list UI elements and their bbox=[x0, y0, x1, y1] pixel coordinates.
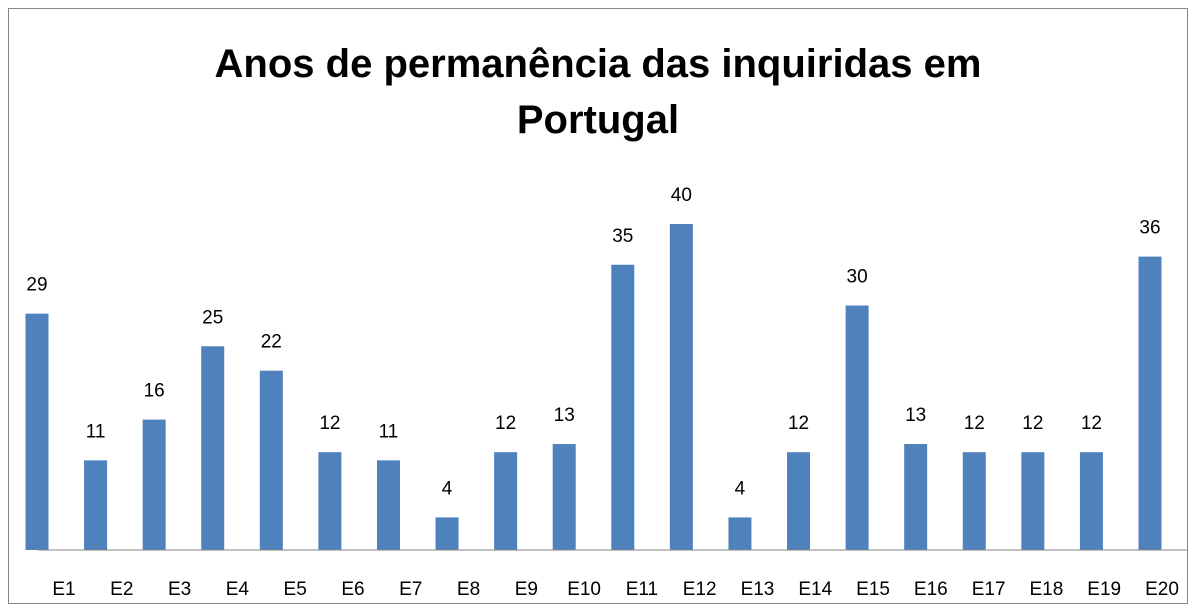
bar bbox=[201, 346, 225, 550]
bar bbox=[962, 452, 986, 550]
x-tick-label: E12 bbox=[683, 579, 717, 600]
bar bbox=[84, 460, 108, 550]
value-label: 11 bbox=[379, 421, 399, 442]
chart-frame bbox=[8, 8, 1188, 604]
value-label: 12 bbox=[319, 413, 340, 434]
x-tick-label: E10 bbox=[567, 579, 601, 600]
x-tick-label: E7 bbox=[399, 579, 422, 600]
value-label: 12 bbox=[1022, 413, 1043, 434]
x-tick-label: E3 bbox=[168, 579, 191, 600]
x-tick-label: E15 bbox=[856, 579, 890, 600]
x-tick-label: E17 bbox=[972, 579, 1006, 600]
value-label: 12 bbox=[1081, 413, 1102, 434]
value-label: 12 bbox=[788, 413, 809, 434]
x-tick-label: E20 bbox=[1145, 579, 1179, 600]
x-tick-label: E6 bbox=[341, 579, 364, 600]
value-label: 40 bbox=[671, 185, 692, 206]
bar bbox=[1079, 452, 1103, 550]
value-label: 29 bbox=[26, 275, 47, 296]
x-tick-label: E4 bbox=[226, 579, 250, 600]
x-tick-label: E2 bbox=[110, 579, 133, 600]
x-tick-label: E14 bbox=[798, 579, 832, 600]
bar bbox=[259, 370, 283, 550]
value-label: 25 bbox=[202, 307, 223, 328]
value-label: 22 bbox=[261, 332, 282, 353]
x-tick-label: E18 bbox=[1030, 579, 1064, 600]
bar bbox=[142, 419, 166, 550]
value-label: 13 bbox=[554, 405, 575, 426]
bar bbox=[552, 444, 576, 550]
x-tick-label: E9 bbox=[515, 579, 538, 600]
value-label: 36 bbox=[1139, 218, 1160, 239]
chart-title: Anos de permanência das inquiridas em Po… bbox=[214, 42, 982, 142]
x-tick-label: E1 bbox=[52, 579, 75, 600]
bar bbox=[1138, 256, 1162, 550]
value-label: 4 bbox=[735, 478, 746, 499]
bar bbox=[494, 452, 518, 550]
bar bbox=[1021, 452, 1045, 550]
bar bbox=[845, 305, 869, 550]
bar bbox=[435, 517, 459, 550]
bar bbox=[728, 517, 752, 550]
value-label: 13 bbox=[905, 405, 926, 426]
bar bbox=[787, 452, 811, 550]
x-tick-label: E8 bbox=[457, 579, 480, 600]
value-label: 12 bbox=[495, 413, 516, 434]
x-tick-label: E13 bbox=[741, 579, 775, 600]
x-tick-label: E11 bbox=[626, 579, 658, 600]
bar bbox=[318, 452, 342, 550]
value-label: 4 bbox=[442, 478, 453, 499]
value-label: 12 bbox=[964, 413, 985, 434]
bar bbox=[904, 444, 928, 550]
x-tick-label: E19 bbox=[1087, 579, 1121, 600]
value-label: 30 bbox=[847, 267, 868, 288]
bar bbox=[611, 264, 635, 550]
value-label: 11 bbox=[86, 421, 106, 442]
bar bbox=[25, 313, 49, 550]
bar bbox=[376, 460, 400, 550]
x-tick-label: E16 bbox=[914, 579, 948, 600]
bar bbox=[669, 224, 693, 550]
x-tick-label: E5 bbox=[284, 579, 307, 600]
value-label: 16 bbox=[144, 381, 165, 402]
value-label: 35 bbox=[612, 226, 633, 247]
